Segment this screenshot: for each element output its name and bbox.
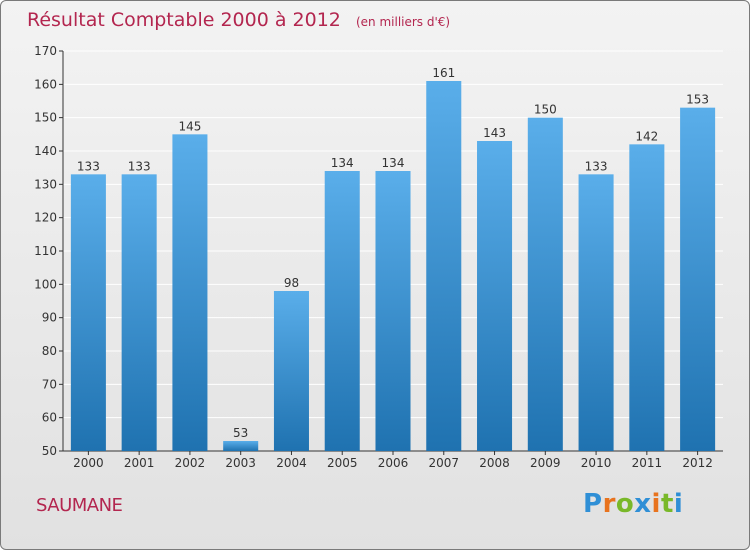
bar-2009	[527, 117, 563, 452]
bar-2011	[629, 144, 665, 452]
bar-2012	[680, 107, 716, 452]
x-tick-label-2008: 2008	[479, 456, 510, 470]
x-tick-label-2011: 2011	[632, 456, 663, 470]
y-tick-label: 110	[34, 244, 57, 258]
data-label-2003: 53	[233, 426, 248, 440]
y-tick-label: 150	[34, 111, 57, 125]
x-tick-label-2000: 2000	[73, 456, 104, 470]
data-label-2001: 133	[128, 159, 151, 173]
x-tick-label-2003: 2003	[225, 456, 256, 470]
y-tick-label: 60	[42, 411, 57, 425]
data-label-2011: 142	[635, 129, 658, 143]
data-label-2002: 145	[178, 119, 201, 133]
data-label-2004: 98	[284, 276, 299, 290]
x-tick-label-2012: 2012	[682, 456, 713, 470]
y-tick-label: 140	[34, 144, 57, 158]
y-tick-label: 130	[34, 177, 57, 191]
bar-2004	[273, 291, 309, 451]
data-label-2012: 153	[686, 93, 709, 107]
x-tick-label-2004: 2004	[276, 456, 307, 470]
data-label-2005: 134	[331, 156, 354, 170]
x-tick-label-2007: 2007	[428, 456, 459, 470]
data-label-2010: 133	[585, 159, 608, 173]
x-tick-label-2006: 2006	[378, 456, 409, 470]
y-tick-label: 120	[34, 211, 57, 225]
data-label-2000: 133	[77, 159, 100, 173]
x-tick-label-2002: 2002	[175, 456, 206, 470]
x-tick-label-2005: 2005	[327, 456, 358, 470]
x-tick-label-2001: 2001	[124, 456, 155, 470]
y-tick-label: 160	[34, 77, 57, 91]
x-tick-label-2010: 2010	[581, 456, 612, 470]
y-tick-label: 50	[42, 444, 57, 458]
bar-2008	[477, 141, 513, 451]
bar-2001	[121, 174, 157, 452]
data-label-2007: 161	[432, 66, 455, 80]
data-label-2009: 150	[534, 103, 557, 117]
chart-title: Résultat Comptable 2000 à 2012 (en milli…	[27, 9, 450, 31]
y-tick-label: 90	[42, 311, 57, 325]
bar-2002	[172, 134, 208, 452]
chart-title-text: Résultat Comptable 2000 à 2012	[27, 9, 341, 31]
y-tick-label: 100	[34, 277, 57, 291]
data-label-2006: 134	[382, 156, 405, 170]
bar-2006	[375, 171, 411, 451]
bar-2003	[223, 441, 259, 451]
y-tick-label: 70	[42, 377, 57, 391]
chart-unit-note: (en milliers d'€)	[355, 15, 451, 29]
y-tick-label: 80	[42, 344, 57, 358]
bar-2000	[70, 174, 106, 452]
place-name: SAUMANE	[36, 495, 123, 516]
bar-2005	[324, 171, 360, 451]
bar-2007	[426, 81, 462, 451]
bar-2010	[578, 174, 614, 452]
x-tick-label-2009: 2009	[530, 456, 561, 470]
proxiti-logo: Proxiti	[583, 489, 684, 519]
y-tick-label: 170	[34, 44, 57, 58]
data-label-2008: 143	[483, 126, 506, 140]
